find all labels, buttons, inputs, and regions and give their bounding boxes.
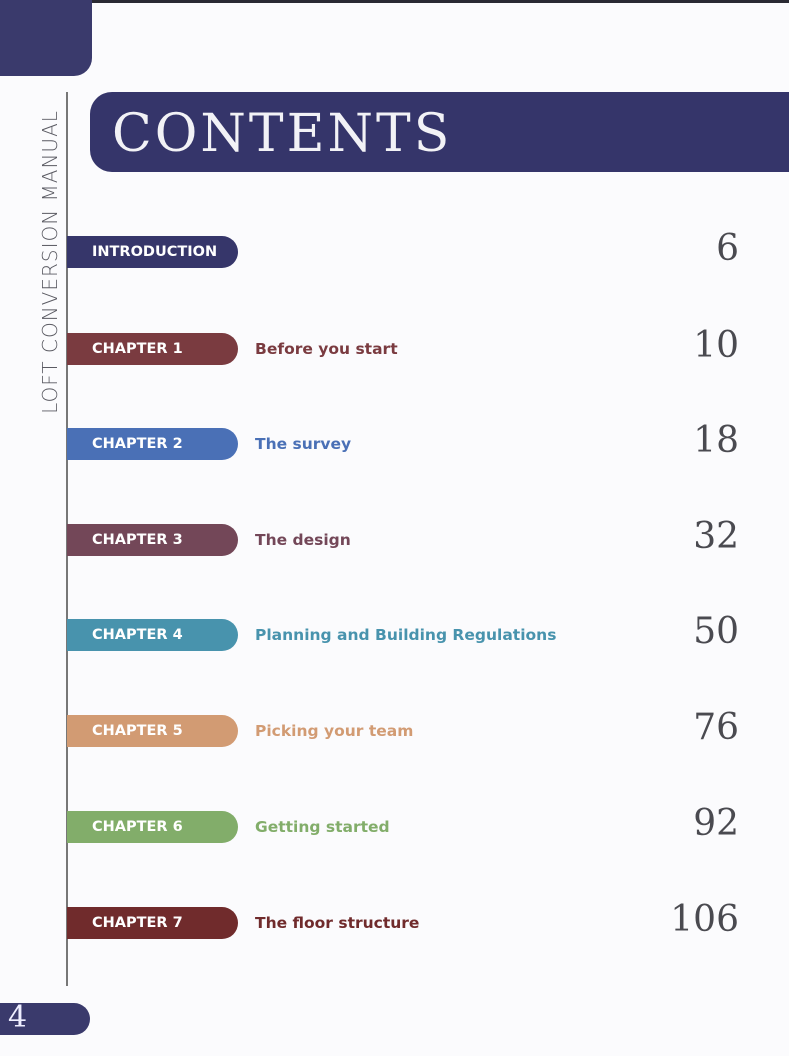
divider-line — [66, 92, 68, 986]
chapter-label: CHAPTER 1 — [67, 333, 238, 365]
page-reference: 92 — [693, 803, 739, 844]
toc-entry[interactable]: CHAPTER 6 Getting started 92 — [67, 803, 789, 845]
corner-block — [0, 0, 92, 76]
contents-banner: CONTENTS — [90, 92, 789, 172]
chapter-label: CHAPTER 6 — [67, 811, 238, 843]
chapter-title: The floor structure — [255, 914, 420, 932]
chapter-title: Before you start — [255, 340, 398, 358]
toc-entry[interactable]: CHAPTER 1 Before you start 10 — [67, 325, 789, 367]
chapter-label: INTRODUCTION — [67, 236, 238, 268]
page-reference: 32 — [693, 516, 739, 557]
toc-entry[interactable]: CHAPTER 2 The survey 18 — [67, 420, 789, 462]
page-reference: 18 — [693, 420, 739, 461]
page-reference: 10 — [693, 325, 739, 366]
chapter-title: Planning and Building Regulations — [255, 626, 557, 644]
page-reference: 6 — [716, 228, 739, 269]
toc-entry[interactable]: INTRODUCTION 6 — [67, 228, 789, 270]
page-reference: 76 — [693, 707, 739, 748]
chapter-title: The design — [255, 531, 351, 549]
chapter-label: CHAPTER 5 — [67, 715, 238, 747]
toc-entry[interactable]: CHAPTER 4 Planning and Building Regulati… — [67, 611, 789, 653]
chapter-label: CHAPTER 3 — [67, 524, 238, 556]
toc-entry[interactable]: CHAPTER 3 The design 32 — [67, 516, 789, 558]
chapter-title: Picking your team — [255, 722, 414, 740]
chapter-title: The survey — [255, 435, 352, 453]
top-edge — [0, 0, 789, 3]
toc-entry[interactable]: CHAPTER 7 The floor structure 106 — [67, 899, 789, 941]
toc-entry[interactable]: CHAPTER 5 Picking your team 76 — [67, 707, 789, 749]
page-number-tab: 4 — [0, 1000, 90, 1035]
chapter-label: CHAPTER 2 — [67, 428, 238, 460]
page-title: CONTENTS — [112, 104, 453, 164]
page-reference: 106 — [670, 899, 739, 940]
chapter-label: CHAPTER 4 — [67, 619, 238, 651]
page-reference: 50 — [693, 611, 739, 652]
spine-title: LOFT CONVERSION MANUAL — [38, 110, 62, 414]
chapter-label: CHAPTER 7 — [67, 907, 238, 939]
page-number: 4 — [8, 1000, 28, 1035]
chapter-title: Getting started — [255, 818, 390, 836]
